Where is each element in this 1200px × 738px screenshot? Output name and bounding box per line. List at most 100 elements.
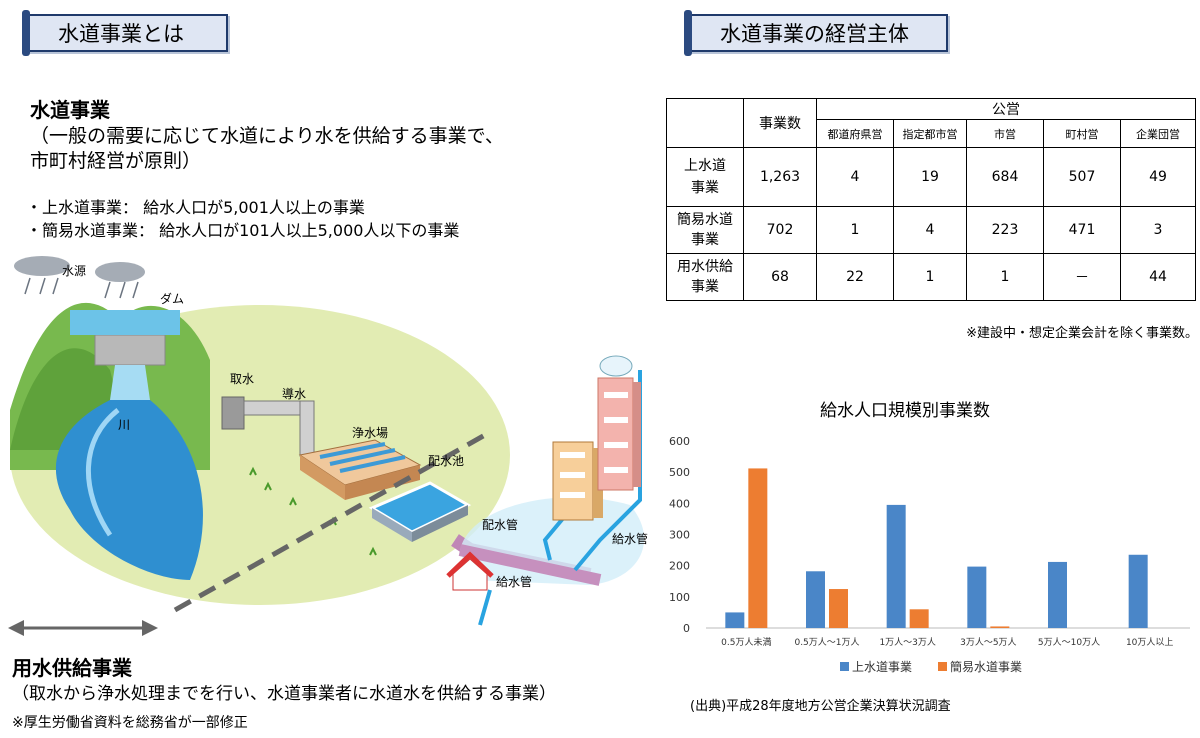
x-tick-label: 0.5万人未満 [721, 636, 771, 648]
river-highlight [85, 408, 120, 537]
cell-value: － [1043, 253, 1121, 301]
y-tick-label: 400 [669, 497, 690, 510]
chart-title: 給水人口規模別事業数 [820, 401, 990, 421]
label-dam: ダム [160, 292, 185, 306]
bullet-simple-water: ・簡易水道事業： 給水人口が101人以上5,000人以下の事業 [26, 221, 460, 240]
label-river: 川 [118, 418, 131, 432]
bar-simple-water [829, 589, 848, 628]
house [452, 558, 488, 591]
label-treatment-plant: 浄水場 [352, 426, 389, 440]
building-medium-windows [560, 452, 585, 498]
treatment-plant-side [300, 455, 345, 500]
bar-simple-water [748, 468, 768, 628]
bar-simple-water [990, 626, 1010, 628]
cell-value: 1 [893, 253, 967, 301]
col-public: 公営 [816, 97, 1196, 121]
boundary-dashed-line [173, 432, 487, 613]
table-row: 用水供給 事業 68 22 1 1 － 44 [666, 253, 1196, 301]
cell-value: 49 [1120, 147, 1196, 207]
cell-value: 507 [1043, 147, 1121, 207]
x-tick-label: 1万人～3万人 [879, 637, 935, 648]
range-arrow-left-head [8, 620, 24, 636]
service-pipe-left [478, 589, 492, 626]
label-reservoir: 配水池 [428, 454, 465, 468]
col-town-village: 町村営 [1043, 119, 1121, 148]
table-row: 簡易水道 事業 702 1 4 223 471 3 [666, 206, 1196, 254]
label-conduit: 導水 [282, 387, 307, 401]
header-bar-decoration [684, 10, 692, 56]
cell-value: 44 [1120, 253, 1196, 301]
bar-upper-water [725, 612, 745, 628]
legend-label: 上水道事業 [852, 660, 912, 674]
y-tick-label: 500 [669, 466, 690, 479]
water-system-illustration [8, 256, 645, 636]
bar-upper-water [1048, 561, 1067, 628]
water-tank [599, 355, 633, 377]
x-tick-label: 5万人～10万人 [1038, 637, 1100, 648]
bar-simple-water [909, 609, 929, 628]
water-supply-desc-line1: （一般の需要に応じて水道により水を供給する事業で、 [30, 125, 504, 147]
treatment-basins [319, 442, 406, 473]
row-label: 用水供給 事業 [666, 253, 744, 301]
col-designated-city: 指定都市営 [893, 119, 967, 148]
cell-value: 1 [966, 253, 1044, 301]
cell-value: 19 [893, 147, 967, 207]
table-row: 上水道 事業 1,263 4 19 684 507 49 [666, 147, 1196, 207]
dam-fall [110, 365, 150, 400]
water-supply-desc-line2: 市町村経営が原則） [30, 150, 202, 172]
col-prefectural: 都道府県営 [816, 119, 894, 148]
dam-wall [94, 334, 166, 366]
row-label: 簡易水道 事業 [666, 206, 744, 254]
y-tick-label: 600 [669, 435, 690, 448]
industrial-water-desc: （取水から浄水処理までを行い、水道事業者に水道水を供給する事業） [12, 684, 556, 704]
industrial-water-title: 用水供給事業 [12, 656, 132, 680]
label-service-pipe-bottom: 給水管 [496, 575, 533, 589]
distribution-pipe-main [458, 544, 602, 586]
house-roof [446, 551, 494, 578]
y-tick-label: 300 [669, 529, 690, 542]
table-corner-cell [666, 98, 744, 148]
cell-count: 1,263 [743, 147, 817, 207]
row-label: 上水道 事業 [666, 147, 744, 207]
conduit-pipe-down [299, 400, 315, 457]
population-scale-chart: 0 100 200 300 400 500 600 0.5万人未満 0.5万人～1万人 1万人～3… [669, 435, 1190, 674]
management-entity-table: 事業数 公営 都道府県営 指定都市営 市営 町村営 企業団営 上水道 事業 1,2… [666, 97, 1196, 301]
rain [24, 277, 139, 299]
building-tall-windows [604, 392, 628, 473]
legend-label: 簡易水道事業 [950, 659, 1022, 674]
y-tick-label: 200 [669, 560, 690, 573]
reservoir-front [412, 505, 468, 542]
cell-count: 702 [743, 206, 817, 254]
cell-count: 68 [743, 253, 817, 301]
header-bar-decoration [22, 10, 30, 56]
table-header-row: 事業数 公営 [666, 97, 1196, 148]
intake-structure [221, 396, 245, 430]
cell-value: 22 [816, 253, 894, 301]
right-header-text: 水道事業の経営主体 [720, 22, 909, 46]
col-city: 市営 [966, 119, 1044, 148]
cell-value: 4 [893, 206, 967, 254]
cloud-right [95, 262, 145, 282]
col-association: 企業団営 [1120, 119, 1196, 148]
left-source-note: ※厚生労働省資料を総務省が一部修正 [12, 715, 248, 731]
reservoir-side [372, 508, 412, 542]
water-supply-title: 水道事業 [30, 98, 110, 122]
legend-swatch [938, 662, 947, 671]
bar-upper-water [806, 571, 825, 628]
label-intake: 取水 [230, 372, 255, 386]
x-tick-label: 0.5万人～1万人 [794, 637, 859, 648]
left-section-header: 水道事業とは [22, 10, 228, 56]
right-section-header: 水道事業の経営主体 [684, 10, 948, 56]
chart-source: (出典)平成28年度地方公営企業決算状況調査 [690, 699, 951, 714]
building-tall-side [633, 382, 641, 487]
x-tick-label: 3万人～5万人 [960, 637, 1016, 648]
label-water-source: 水源 [62, 264, 87, 278]
cell-value: 4 [816, 147, 894, 207]
cell-value: 3 [1120, 206, 1196, 254]
table-subheader-row: 都道府県営 指定都市営 市営 町村営 企業団営 [667, 119, 1196, 148]
legend-swatch [840, 662, 849, 671]
left-header-text: 水道事業とは [58, 22, 184, 46]
col-business-count: 事業数 [743, 98, 817, 148]
cell-value: 1 [816, 206, 894, 254]
dam-water [70, 310, 180, 335]
